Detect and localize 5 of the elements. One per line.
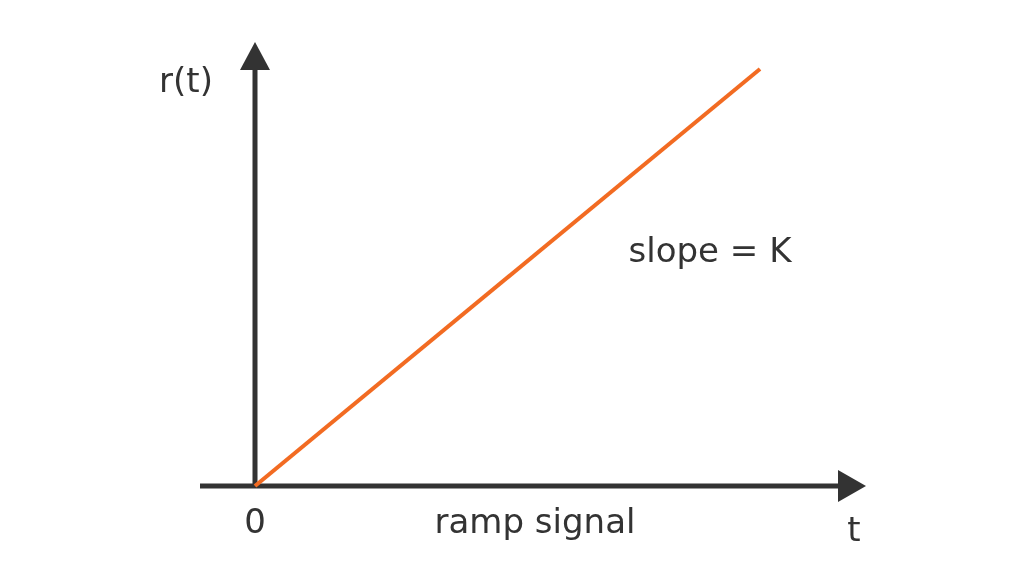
x-axis-title: t <box>847 509 861 549</box>
y-axis-title: r(t) <box>159 60 213 100</box>
annotation: slope = K <box>628 230 794 270</box>
text: ramp signal <box>434 501 636 541</box>
text: 0 <box>244 501 266 541</box>
